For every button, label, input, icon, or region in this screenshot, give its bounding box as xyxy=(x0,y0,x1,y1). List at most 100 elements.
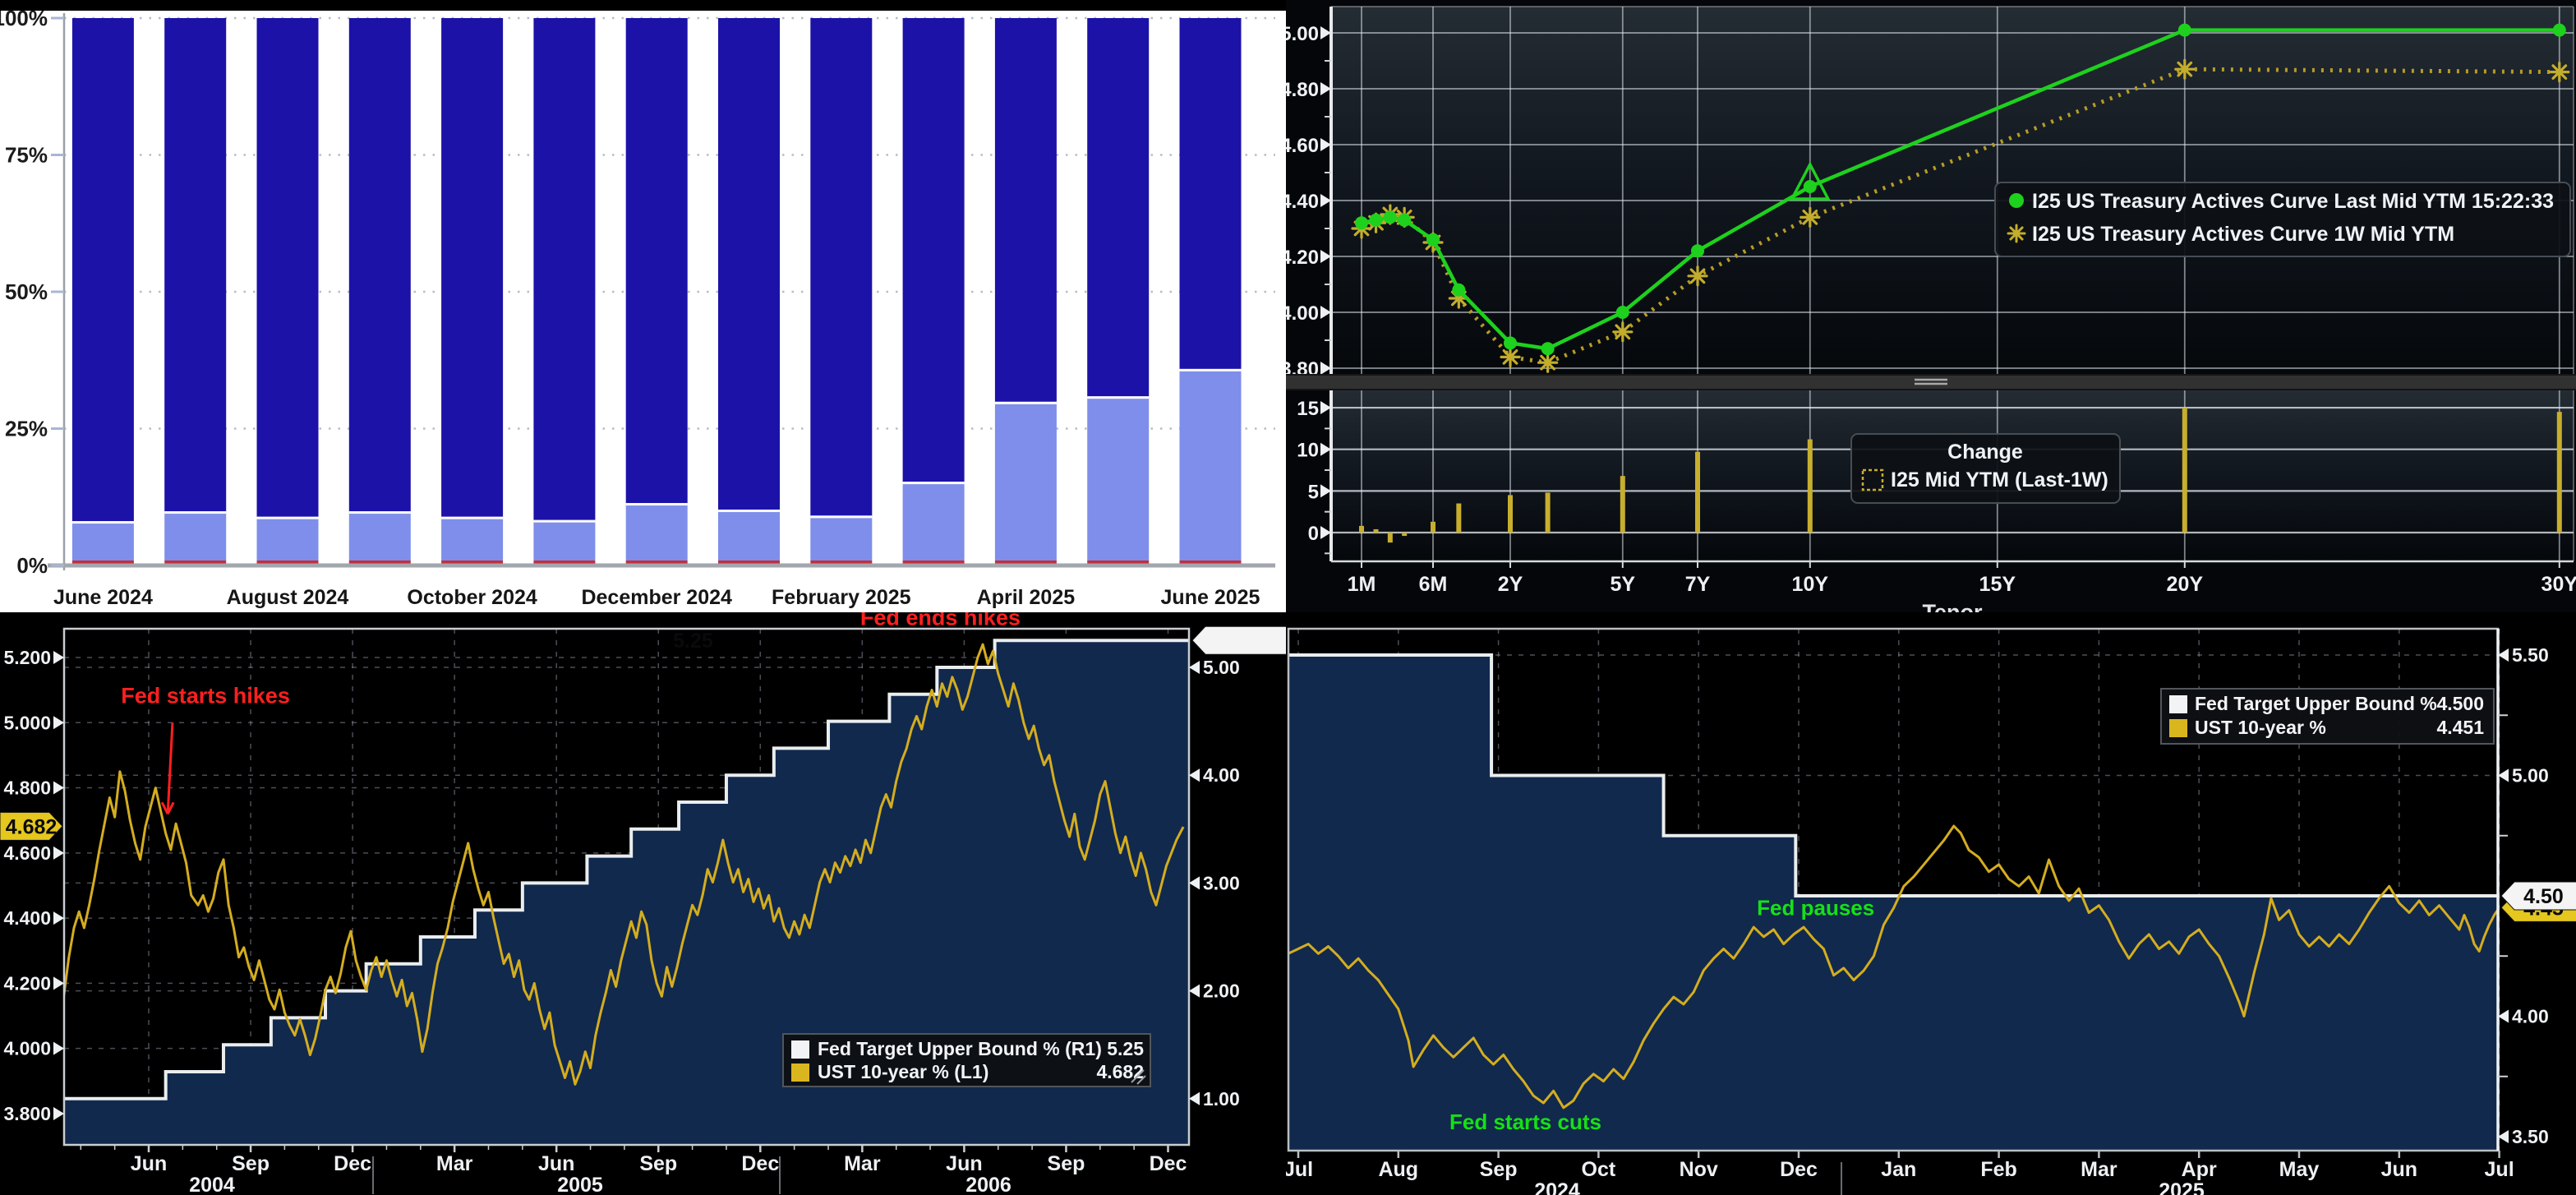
panel-splitter[interactable] xyxy=(1286,374,2576,390)
svg-text:Jul: Jul xyxy=(2485,1158,2514,1181)
svg-text:Fed Target Upper Bound %: Fed Target Upper Bound % xyxy=(2195,693,2437,714)
fed-target-step-series xyxy=(1288,653,2498,1151)
svg-text:Fed ends hikes: Fed ends hikes xyxy=(860,612,1021,630)
axis-frame xyxy=(1329,6,2574,563)
svg-text:50%: 50% xyxy=(5,279,48,304)
svg-text:2Y: 2Y xyxy=(1498,573,1523,596)
rate-probability-bar-chart-panel: 100% 75% 50% 25% 0%June 2024 August 2024 Octob… xyxy=(0,0,1286,612)
svg-text:6M: 6M xyxy=(1419,573,1448,596)
svg-text:4.500: 4.500 xyxy=(2436,693,2484,714)
fed-cuts-2024-2025-panel: Jul Aug Sep Oct Nov Dec Jan Feb Mar Apr May Jun Jul 2… xyxy=(1283,612,2576,1195)
svg-text:Jan: Jan xyxy=(1881,1158,1916,1181)
bar-december-2024 xyxy=(625,18,688,565)
svg-text:1.00: 1.00 xyxy=(1203,1088,1240,1110)
svg-text:May: May xyxy=(2279,1158,2320,1181)
x-axis-labels: Jun Sep Dec Mar Jun Sep Dec Mar Jun Sep Dec 2004 200… xyxy=(80,1145,1187,1195)
svg-text:Nov: Nov xyxy=(1680,1158,1718,1181)
svg-text:December 2024: December 2024 xyxy=(581,586,732,609)
svg-text:4.50: 4.50 xyxy=(2523,885,2564,908)
svg-text:Dec: Dec xyxy=(1150,1152,1187,1175)
svg-text:4.60: 4.60 xyxy=(1286,135,1319,157)
ust-10yr-series xyxy=(1288,824,2498,1110)
svg-text:5Y: 5Y xyxy=(1611,573,1636,596)
bar-july-2024 xyxy=(164,18,227,565)
svg-text:Jun: Jun xyxy=(2381,1158,2417,1181)
fed-hikes-chart: Jun Sep Dec Mar Jun Sep Dec Mar Jun Sep Dec 2004 200… xyxy=(0,605,1374,1195)
series-legend[interactable]: Fed Target Upper Bound % UST 10-year % 4.5… xyxy=(2160,688,2495,745)
svg-text:Change: Change xyxy=(1947,441,2023,464)
right-axis-labels: 5.50 5.00 4.00 3.50 xyxy=(2496,629,2549,1151)
svg-text:4.451: 4.451 xyxy=(2436,717,2484,738)
fed-cuts-chart: Jul Aug Sep Oct Nov Dec Jan Feb Mar Apr May Jun Jul 2… xyxy=(1283,612,2576,1195)
bar-march-2025 xyxy=(902,18,965,565)
bar-february-2025 xyxy=(810,18,873,565)
svg-text:I25 Mid YTM (Last-1W): I25 Mid YTM (Last-1W) xyxy=(1891,468,2108,491)
svg-text:3.50: 3.50 xyxy=(2512,1126,2549,1147)
svg-text:Jul: Jul xyxy=(1286,1158,1313,1181)
y-axis: 100% 75% 50% 25% 0% xyxy=(0,6,1275,578)
series-legend[interactable]: Fed Target Upper Bound % (R1)UST 10-year… xyxy=(782,1033,1151,1087)
svg-text:I25 US Treasury Actives Curve: I25 US Treasury Actives Curve Last Mid Y… xyxy=(2032,190,2554,213)
axis-value-badge: 4.682 xyxy=(0,811,63,841)
highlight-triangle-marker xyxy=(1789,161,1831,201)
svg-text:5.200: 5.200 xyxy=(3,647,51,668)
change-legend[interactable]: Change I25 Mid YTM (Last-1W) xyxy=(1850,433,2121,504)
svg-text:0: 0 xyxy=(1308,523,1319,545)
svg-text:4.200: 4.200 xyxy=(3,972,51,994)
svg-text:5.00: 5.00 xyxy=(1286,23,1319,45)
svg-text:June 2025: June 2025 xyxy=(1161,586,1260,609)
annotations: Fed starts cuts Fed pauses xyxy=(1449,895,1874,1134)
svg-text:Jun: Jun xyxy=(946,1152,982,1175)
rate-probability-bar-chart: 100% 75% 50% 25% 0%June 2024 August 2024 Octob… xyxy=(0,0,1286,612)
svg-text:4.20: 4.20 xyxy=(1286,247,1319,269)
svg-text:2006: 2006 xyxy=(965,1174,1012,1195)
bar-september-2024 xyxy=(348,18,411,565)
svg-text:1M: 1M xyxy=(1348,573,1376,596)
svg-text:2004: 2004 xyxy=(189,1174,235,1195)
svg-text:Fed Target Upper Bound % (R1): Fed Target Upper Bound % (R1) xyxy=(818,1038,1102,1059)
svg-text:15Y: 15Y xyxy=(1979,573,2016,596)
svg-text:4.000: 4.000 xyxy=(3,1038,51,1059)
right-axis-labels: 5.00 4.00 3.00 2.00 1.00 xyxy=(1189,657,1240,1110)
curve-last-series xyxy=(1355,23,2566,356)
curve-legend[interactable]: I25 US Treasury Actives Curve Last Mid Y… xyxy=(1994,182,2571,257)
svg-text:Jun: Jun xyxy=(538,1152,574,1175)
svg-text:4.682: 4.682 xyxy=(1096,1061,1144,1082)
x-axis-labels: Jul Aug Sep Oct Nov Dec Jan Feb Mar Apr May Jun Jul 2… xyxy=(1283,1151,2514,1195)
bar-june-2024 xyxy=(71,18,134,565)
svg-text:Dec: Dec xyxy=(1780,1158,1818,1181)
svg-text:UST 10-year % (L1): UST 10-year % (L1) xyxy=(818,1061,988,1082)
svg-text:4.80: 4.80 xyxy=(1286,79,1319,101)
svg-text:5.25: 5.25 xyxy=(1107,1038,1144,1059)
bar-june-2025 xyxy=(1179,18,1242,565)
left-axis-labels: 5.200 5.000 4.800 4.600 4.400 4.200 4.000 3.800 xyxy=(3,647,64,1124)
svg-text:Feb: Feb xyxy=(1980,1158,2016,1181)
svg-text:4.00: 4.00 xyxy=(1286,302,1319,325)
x-axis-labels: June 2024 August 2024 October 2024 December… xyxy=(53,586,1260,609)
svg-text:3.00: 3.00 xyxy=(1203,872,1240,893)
bar-november-2024 xyxy=(533,18,596,565)
svg-text:2.00: 2.00 xyxy=(1203,980,1240,1002)
ust-10yr-series xyxy=(64,643,1185,1086)
fed-hikes-2004-2006-panel: Jun Sep Dec Mar Jun Sep Dec Mar Jun Sep Dec 2004 200… xyxy=(0,605,1374,1195)
change-bars xyxy=(1359,408,2562,543)
bar-august-2024 xyxy=(256,18,319,565)
svg-text:3.800: 3.800 xyxy=(3,1103,51,1124)
svg-text:Dec: Dec xyxy=(334,1152,371,1175)
axis-value-badge: 4.50 xyxy=(2500,881,2576,911)
plot-frame xyxy=(62,627,1191,1147)
svg-text:100%: 100% xyxy=(0,6,48,30)
gridlines xyxy=(1331,7,2574,561)
svg-text:5.00: 5.00 xyxy=(1203,657,1240,678)
svg-text:Jun: Jun xyxy=(131,1152,167,1175)
svg-text:4.682: 4.682 xyxy=(6,815,58,838)
svg-text:5: 5 xyxy=(1308,481,1319,503)
svg-text:4.00: 4.00 xyxy=(2512,1006,2549,1027)
svg-text:Mar: Mar xyxy=(436,1152,473,1175)
svg-text:75%: 75% xyxy=(5,143,48,168)
svg-text:4.00: 4.00 xyxy=(1203,764,1240,786)
fed-target-step-series xyxy=(64,639,1189,1145)
svg-text:2024: 2024 xyxy=(1534,1179,1580,1195)
